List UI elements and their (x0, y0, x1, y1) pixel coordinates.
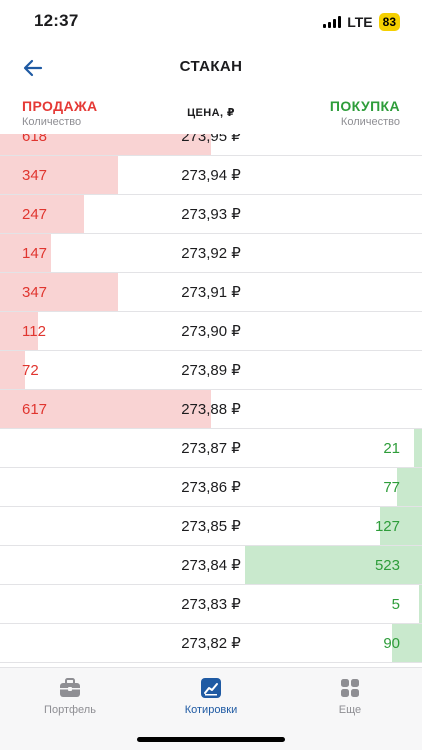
order-book-list: 618 273,95 ₽ 347 273,94 ₽ 247 273,93 ₽ 147 273,… (0, 134, 422, 663)
page-title: СТАКАН (179, 58, 243, 75)
ask-quantity: 617 (22, 401, 48, 418)
bid-price: 273,85 ₽ (181, 518, 241, 535)
sell-column-header: ПРОДАЖА Количество (22, 98, 98, 128)
bid-price: 273,86 ₽ (181, 479, 241, 496)
bid-quantity: 127 (374, 518, 400, 535)
quotes-chart-icon (151, 678, 271, 698)
ask-price: 273,95 ₽ (181, 134, 241, 145)
bid-depth-bar (245, 546, 422, 584)
sell-subtitle: Количество (22, 116, 82, 128)
ask-row[interactable]: 72 273,89 ₽ (0, 351, 422, 390)
ask-price: 273,89 ₽ (181, 362, 241, 379)
bid-quantity: 523 (374, 557, 400, 574)
bid-quantity: 77 (383, 479, 400, 496)
ask-depth-bar (0, 273, 118, 311)
signal-icon (323, 16, 342, 28)
tab-label: Еще (338, 704, 362, 716)
ask-row[interactable]: 347 273,91 ₽ (0, 273, 422, 312)
arrow-left-icon (23, 59, 43, 77)
briefcase-icon (10, 678, 130, 698)
bid-row[interactable]: 77 273,86 ₽ (0, 468, 422, 507)
bid-price: 273,87 ₽ (181, 440, 241, 457)
buy-title: ПОКУПКА (329, 98, 400, 114)
ask-price: 273,90 ₽ (181, 323, 241, 340)
ask-quantity: 112 (22, 323, 46, 340)
bid-price: 273,83 ₽ (181, 596, 241, 613)
bid-depth-bar (380, 507, 422, 545)
ask-depth-bar (0, 234, 51, 272)
ask-quantity: 147 (22, 245, 48, 262)
tab-quotes[interactable]: Котировки (151, 678, 271, 716)
bid-quantity: 90 (383, 635, 400, 652)
bid-row[interactable]: 523 273,84 ₽ (0, 546, 422, 585)
ask-price: 273,92 ₽ (181, 245, 241, 262)
ask-depth-bar (0, 390, 211, 428)
status-bar: 12:37 LTE 83 (0, 0, 422, 44)
ask-price: 273,88 ₽ (181, 401, 241, 418)
bid-depth-bar (419, 585, 422, 623)
ask-depth-bar (0, 312, 38, 350)
sell-title: ПРОДАЖА (22, 98, 98, 114)
nav-bar: СТАКАН (0, 44, 422, 92)
ask-depth-bar (0, 156, 118, 194)
tab-label: Портфель (44, 704, 96, 716)
ask-quantity: 347 (22, 167, 48, 184)
price-column-header: ЦЕНА, ₽ (187, 107, 235, 119)
ask-row[interactable]: 112 273,90 ₽ (0, 312, 422, 351)
tab-portfolio[interactable]: Портфель (10, 678, 130, 716)
home-indicator (137, 737, 285, 742)
battery-icon: 83 (378, 13, 400, 31)
bid-price: 273,82 ₽ (181, 635, 241, 652)
bid-row[interactable]: 90 273,82 ₽ (0, 624, 422, 663)
ask-price: 273,94 ₽ (181, 167, 241, 184)
back-button[interactable] (18, 54, 48, 82)
network-type: LTE (347, 14, 373, 30)
status-time: 12:37 (34, 11, 79, 30)
ask-row[interactable]: 147 273,92 ₽ (0, 234, 422, 273)
ask-quantity: 618 (22, 134, 48, 145)
ask-row[interactable]: 347 273,94 ₽ (0, 156, 422, 195)
bid-depth-bar (414, 429, 422, 467)
ask-quantity: 347 (22, 284, 48, 301)
ask-price: 273,93 ₽ (181, 206, 241, 223)
tab-more[interactable]: Еще (290, 678, 410, 716)
tab-label: Котировки (184, 704, 238, 716)
status-indicators: LTE 83 (323, 13, 400, 31)
order-book[interactable]: 618 273,95 ₽ 347 273,94 ₽ 247 273,93 ₽ 147 273,… (0, 134, 422, 667)
ask-quantity: 72 (22, 362, 39, 379)
bid-quantity: 5 (391, 596, 400, 613)
grid-icon (290, 678, 410, 698)
ask-quantity: 247 (22, 206, 48, 223)
buy-column-header: ПОКУПКА Количество (330, 98, 400, 128)
bid-row[interactable]: 21 273,87 ₽ (0, 429, 422, 468)
ask-row[interactable]: 247 273,93 ₽ (0, 195, 422, 234)
ask-row[interactable]: 618 273,95 ₽ (0, 134, 422, 156)
ask-depth-bar (0, 195, 84, 233)
buy-subtitle: Количество (340, 116, 400, 128)
bid-price: 273,84 ₽ (181, 557, 241, 574)
bid-row[interactable]: 5 273,83 ₽ (0, 585, 422, 624)
ask-price: 273,91 ₽ (181, 284, 241, 301)
order-book-header: ПРОДАЖА Количество ЦЕНА, ₽ ПОКУПКА Колич… (0, 92, 422, 134)
ask-row[interactable]: 617 273,88 ₽ (0, 390, 422, 429)
ask-depth-bar (0, 351, 25, 389)
bid-row[interactable]: 127 273,85 ₽ (0, 507, 422, 546)
bid-quantity: 21 (383, 440, 400, 457)
bid-depth-bar (392, 624, 422, 662)
ask-depth-bar (0, 134, 211, 155)
tab-bar: Портфель Котировки Еще (0, 667, 422, 750)
bid-depth-bar (397, 468, 422, 506)
